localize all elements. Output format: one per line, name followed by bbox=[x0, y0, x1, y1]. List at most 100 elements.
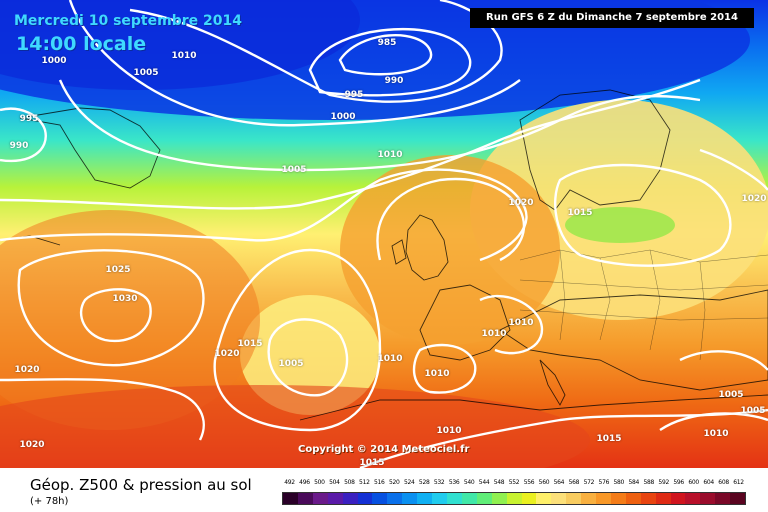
scale-label: 604 bbox=[703, 479, 714, 486]
isobar-label: 1020 bbox=[19, 440, 45, 450]
geopotential-map bbox=[0, 0, 768, 468]
scale-swatch bbox=[357, 493, 373, 504]
scale-swatch bbox=[297, 493, 313, 504]
scale-label: 520 bbox=[388, 479, 400, 486]
scale-label: 544 bbox=[478, 479, 490, 486]
scale-swatch bbox=[581, 493, 597, 504]
scale-label: 524 bbox=[403, 479, 415, 486]
isobar-label: 1025 bbox=[105, 265, 131, 275]
isobar-1015 bbox=[0, 168, 528, 262]
scale-label: 592 bbox=[658, 479, 669, 486]
isobar-1000-north bbox=[68, 0, 521, 127]
scale-label: 504 bbox=[329, 479, 340, 486]
scale-swatch bbox=[432, 493, 447, 504]
scale-swatch bbox=[342, 493, 358, 504]
isobar-label: 1010 bbox=[703, 429, 729, 439]
isobar-label: 1015 bbox=[237, 339, 263, 349]
isobar-1025 bbox=[17, 249, 205, 367]
scale-swatch bbox=[312, 493, 328, 504]
model-run-label: Run GFS 6 Z du Dimanche 7 septembre 2014 bbox=[470, 8, 754, 28]
isobar-1005-north bbox=[58, 79, 701, 172]
scale-label: 556 bbox=[523, 479, 535, 486]
map-panel: Mercredi 10 septembre 2014 14:00 locale … bbox=[0, 0, 768, 468]
scale-label: 548 bbox=[493, 479, 505, 486]
scale-swatch bbox=[387, 493, 403, 504]
scale-label: 500 bbox=[314, 479, 325, 486]
legend-panel: Géop. Z500 & pression au sol (+ 78h) 492… bbox=[0, 468, 768, 512]
isobar-label: 1015 bbox=[567, 208, 593, 218]
scale-swatch bbox=[521, 493, 537, 504]
isobar-label: 1010 bbox=[377, 150, 403, 160]
scale-swatch bbox=[491, 493, 507, 504]
isobar-label: 1005 bbox=[718, 390, 744, 400]
scale-label: 600 bbox=[688, 479, 699, 486]
color-scale-bar bbox=[282, 492, 746, 505]
green-patch-baltic bbox=[565, 207, 675, 243]
scale-label: 584 bbox=[628, 479, 640, 486]
isobar-label: 1005 bbox=[133, 68, 159, 78]
copyright-notice: Copyright © 2014 Meteociel.fr bbox=[298, 444, 470, 455]
scale-swatch bbox=[670, 493, 686, 504]
hot-south bbox=[0, 385, 590, 468]
scale-swatch bbox=[476, 493, 492, 504]
scale-swatch bbox=[461, 493, 477, 504]
high-azores bbox=[0, 210, 260, 430]
isobar-1010-east bbox=[659, 412, 768, 431]
isobar-1020-uk bbox=[376, 177, 526, 262]
scale-label: 576 bbox=[598, 479, 610, 486]
scale-swatch bbox=[566, 493, 582, 504]
isobar-1020-scand bbox=[553, 163, 732, 267]
borders bbox=[519, 249, 768, 361]
scale-swatch bbox=[610, 493, 626, 504]
isobar-label: 995 bbox=[344, 90, 364, 100]
scale-label: 512 bbox=[359, 479, 370, 486]
scale-label: 496 bbox=[299, 479, 310, 486]
isobar-label: 1010 bbox=[508, 318, 534, 328]
scale-label: 588 bbox=[643, 479, 655, 486]
isobar-1005-east bbox=[679, 350, 768, 371]
isobar-label: 1020 bbox=[741, 194, 767, 204]
isobar-995-west bbox=[0, 107, 47, 163]
scale-label: 612 bbox=[733, 479, 744, 486]
scale-label: 528 bbox=[418, 479, 430, 486]
isobar-label: 990 bbox=[384, 76, 404, 86]
isobar-label: 1005 bbox=[740, 406, 766, 416]
scale-label: 492 bbox=[284, 479, 295, 486]
isobar-1015-atlantic bbox=[213, 248, 382, 432]
scale-label: 560 bbox=[538, 479, 550, 486]
isobar-label: 1005 bbox=[278, 359, 304, 369]
scale-swatch bbox=[596, 493, 611, 504]
scale-swatch bbox=[685, 493, 701, 504]
scale-label: 508 bbox=[344, 479, 355, 486]
legend-title: Géop. Z500 & pression au sol bbox=[30, 476, 252, 494]
isobar-1020-south bbox=[0, 378, 205, 441]
isobar-label: 1000 bbox=[330, 112, 356, 122]
scale-swatch bbox=[625, 493, 641, 504]
scale-label: 580 bbox=[613, 479, 625, 486]
scale-swatch bbox=[655, 493, 671, 504]
scale-swatch bbox=[506, 493, 522, 504]
cutoff-low-atlantic bbox=[240, 295, 380, 415]
scale-label: 608 bbox=[718, 479, 729, 486]
forecast-local-time: 14:00 locale bbox=[16, 33, 147, 55]
low-height-northwest bbox=[0, 0, 360, 90]
isobar-label: 1010 bbox=[436, 426, 462, 436]
isobar-1030 bbox=[79, 288, 152, 343]
scale-swatch bbox=[327, 493, 343, 504]
scale-label: 564 bbox=[553, 479, 565, 486]
forecast-date: Mercredi 10 septembre 2014 bbox=[14, 13, 242, 29]
scale-swatch bbox=[640, 493, 656, 504]
color-scale-labels: 492 496 500 504 508 512 516 520 524 528 532 536 540 5… bbox=[282, 479, 746, 491]
isobar-label: 1030 bbox=[112, 294, 138, 304]
isobar-label: 1010 bbox=[377, 354, 403, 364]
scale-swatch bbox=[536, 493, 552, 504]
scale-label: 596 bbox=[673, 479, 684, 486]
isobar-label: 995 bbox=[19, 114, 39, 124]
isobar-label: 1000 bbox=[41, 56, 67, 66]
isobar-label: 1015 bbox=[596, 434, 622, 444]
isobar-985 bbox=[338, 34, 433, 76]
scale-swatch bbox=[551, 493, 567, 504]
scale-label: 540 bbox=[463, 479, 475, 486]
isobar-1010-med bbox=[479, 294, 544, 355]
scale-swatch bbox=[730, 493, 746, 504]
